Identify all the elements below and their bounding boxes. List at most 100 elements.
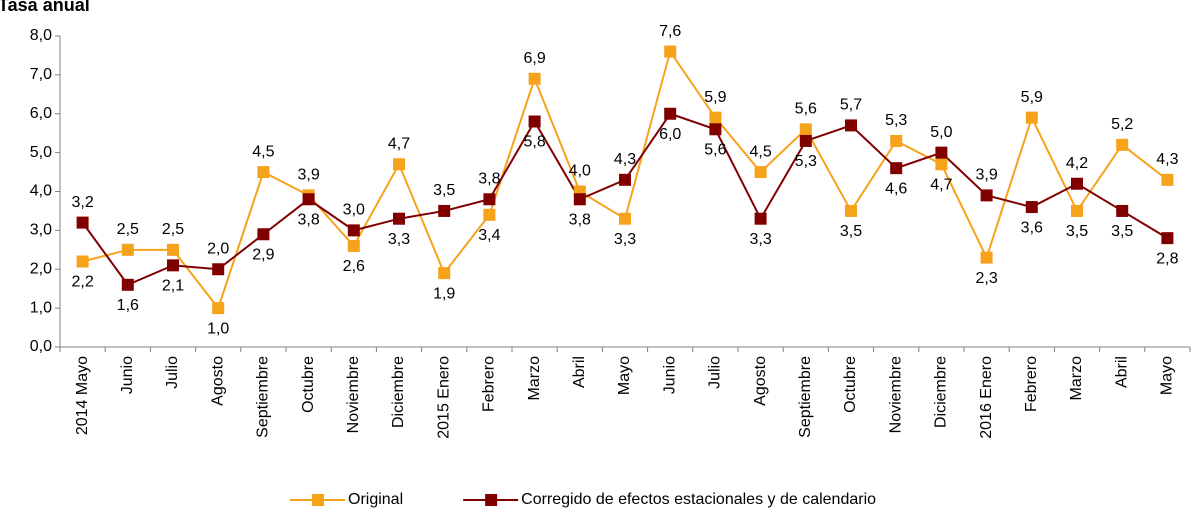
x-tick-label: Octubre	[842, 356, 859, 413]
data-label: 5,9	[1021, 89, 1043, 106]
marker	[935, 158, 948, 171]
x-tick-label: Noviembre	[887, 356, 904, 433]
x-tick-label: Octubre	[300, 356, 317, 413]
marker	[709, 123, 722, 136]
series-line	[81, 112, 1168, 287]
y-tick-label: 1,0	[30, 299, 52, 316]
x-tick-label: Abril	[571, 356, 588, 388]
marker	[619, 173, 631, 186]
marker	[1161, 173, 1174, 186]
data-label: 5,0	[930, 124, 952, 141]
marker	[393, 212, 405, 225]
marker	[709, 111, 722, 124]
marker	[664, 107, 677, 120]
x-tick-label: 2016 Enero	[978, 356, 995, 439]
marker	[1071, 204, 1083, 217]
data-label: 3,9	[297, 167, 319, 184]
data-label: 3,8	[478, 170, 500, 187]
data-label: 3,5	[1111, 223, 1133, 240]
data-label: 3,6	[1021, 219, 1043, 236]
marker	[619, 212, 631, 225]
marker	[393, 158, 405, 171]
legend-marker	[312, 494, 324, 506]
x-tick-label: Marzo	[1068, 356, 1085, 401]
marker	[980, 189, 993, 202]
data-label: 5,6	[795, 101, 817, 118]
marker	[528, 115, 541, 128]
x-tick-label: Diciembre	[390, 356, 407, 428]
data-label: 5,6	[704, 142, 726, 159]
x-tick-label: Junio	[119, 356, 136, 394]
data-label: 3,8	[297, 211, 319, 228]
data-label: 2,1	[162, 278, 184, 295]
marker	[302, 193, 315, 206]
data-label: 5,7	[840, 97, 862, 114]
x-tick-label: Junio	[661, 356, 678, 394]
data-label: 2,2	[71, 274, 93, 291]
data-label: 7,6	[659, 23, 681, 40]
marker	[76, 255, 89, 268]
y-tick-label: 6,0	[30, 105, 52, 122]
data-label: 3,3	[749, 231, 771, 248]
x-tick-label: 2015 Enero	[435, 356, 452, 439]
legend-marker	[485, 494, 498, 506]
marker	[1025, 111, 1038, 124]
marker	[754, 166, 767, 179]
marker	[167, 243, 179, 256]
x-tick-label: Mayo	[1159, 356, 1176, 395]
data-label: 3,5	[1066, 223, 1088, 240]
x-tick-label: Julio	[707, 356, 724, 389]
marker	[1116, 204, 1129, 217]
data-label: 2,3	[975, 270, 997, 287]
data-label: 4,3	[1156, 151, 1178, 168]
y-tick-label: 8,0	[30, 27, 52, 44]
marker	[799, 123, 812, 136]
data-label: 2,0	[207, 240, 229, 257]
marker	[257, 166, 270, 179]
data-label: 4,3	[614, 151, 636, 168]
data-label: 4,5	[749, 143, 771, 160]
marker	[212, 302, 225, 315]
data-label: 6,0	[659, 126, 681, 143]
data-label: 3,8	[569, 211, 591, 228]
marker	[121, 278, 134, 291]
marker	[1116, 138, 1129, 151]
data-label: 2,5	[162, 221, 184, 238]
y-tick-label: 3,0	[30, 222, 52, 239]
data-label: 2,8	[1156, 250, 1178, 267]
data-label: 5,9	[704, 89, 726, 106]
data-label: 5,3	[885, 112, 907, 129]
x-tick-label: Septiembre	[797, 356, 814, 438]
marker	[890, 162, 903, 175]
marker	[935, 146, 948, 159]
marker	[890, 134, 903, 147]
data-label: 3,4	[478, 227, 500, 244]
marker	[573, 193, 586, 206]
x-tick-label: Diciembre	[933, 356, 950, 428]
marker	[1161, 232, 1174, 245]
x-tick-label: 2014 Mayo	[74, 356, 91, 435]
data-label: 5,8	[523, 134, 545, 151]
data-label: 1,6	[117, 297, 139, 314]
marker	[980, 251, 993, 264]
marker	[845, 204, 857, 217]
marker	[754, 212, 767, 225]
marker	[257, 228, 270, 241]
x-tick-label: Julio	[164, 356, 181, 389]
marker	[483, 208, 496, 221]
marker	[121, 243, 134, 256]
data-label: 3,0	[343, 202, 365, 219]
data-label: 5,2	[1111, 116, 1133, 133]
data-label: 4,6	[885, 180, 907, 197]
y-tick-label: 2,0	[30, 260, 52, 277]
y-tick-label: 5,0	[30, 144, 52, 161]
data-label: 2,6	[343, 258, 365, 275]
marker	[76, 216, 89, 229]
data-label: 6,9	[523, 50, 545, 67]
x-tick-label: Febrero	[1023, 356, 1040, 412]
marker	[1071, 177, 1083, 190]
x-tick-label: Agosto	[752, 356, 769, 406]
data-label: 3,2	[71, 194, 93, 211]
data-label: 1,0	[207, 320, 229, 337]
data-label: 4,7	[388, 136, 410, 153]
